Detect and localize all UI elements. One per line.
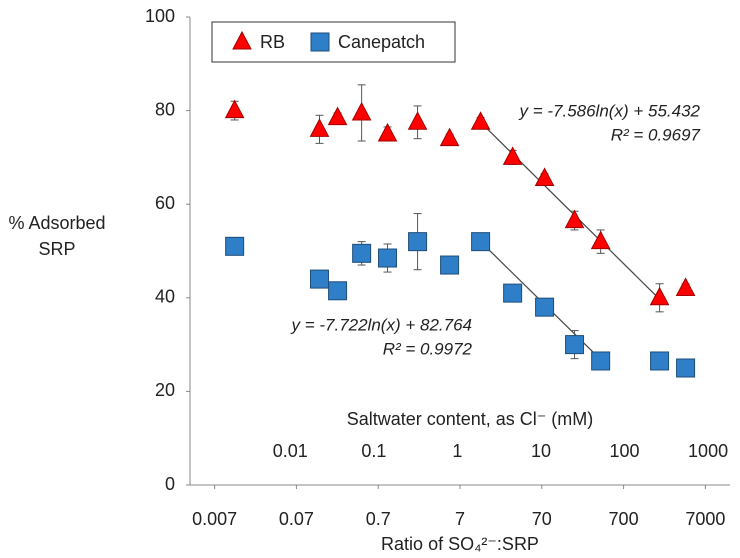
trend-equation: y = -7.586ln(x) + 55.432: [518, 101, 700, 120]
x2-tick-label: 0.1: [361, 441, 386, 461]
square-marker: [650, 351, 670, 371]
x-axis-title: Ratio of SO₄²⁻:SRP: [381, 534, 539, 554]
square-marker: [503, 283, 523, 303]
x-tick-label: 0.7: [366, 509, 391, 529]
y-tick-label: 20: [155, 380, 175, 400]
trend-equation: y = -7.722ln(x) + 82.764: [290, 315, 472, 334]
triangle-marker: [502, 146, 523, 165]
triangle-marker: [534, 167, 555, 186]
square-marker: [378, 248, 398, 268]
triangle-marker: [224, 99, 245, 119]
y-tick-label: 100: [145, 6, 175, 26]
triangle-marker: [351, 101, 372, 121]
triangle-marker: [309, 118, 330, 137]
x2-axis-title: Saltwater content, as Cl⁻ (mM): [347, 409, 594, 429]
trend-r2: R² = 0.9972: [383, 339, 473, 358]
y-tick-label: 80: [155, 99, 175, 119]
triangle-marker: [327, 106, 348, 126]
trend-r2: R² = 0.9697: [611, 125, 701, 144]
triangle-marker: [470, 111, 491, 130]
square-marker: [535, 297, 555, 317]
triangle-marker: [564, 209, 585, 229]
y-axis-title: % Adsorbed SRP: [8, 213, 106, 259]
triangle-marker: [377, 122, 398, 142]
square-marker: [591, 351, 611, 371]
triangle-marker: [439, 127, 460, 147]
square-marker: [408, 232, 428, 252]
square-marker: [310, 32, 330, 52]
trend-line: [480, 121, 660, 300]
legend-box: [211, 21, 456, 63]
square-marker: [309, 269, 329, 289]
square-marker: [225, 236, 245, 256]
x2-tick-label: 100: [609, 441, 639, 461]
legend-label: Canepatch: [338, 32, 425, 52]
y-tick-label: 60: [155, 193, 175, 213]
x-tick-label: 7000: [685, 509, 725, 529]
x2-tick-label: 1: [452, 441, 462, 461]
x-tick-label: 7: [455, 509, 465, 529]
square-marker: [471, 232, 491, 252]
y-tick-label: 40: [155, 287, 175, 307]
triangle-marker: [590, 230, 611, 250]
x2-tick-label: 1000: [688, 441, 728, 461]
y-tick-label: 0: [165, 474, 175, 494]
x-tick-label: 70: [532, 509, 552, 529]
square-marker: [328, 281, 348, 301]
triangle-marker: [232, 30, 252, 50]
legend-label: RB: [260, 32, 285, 52]
square-marker: [352, 243, 372, 263]
triangle-marker: [675, 277, 696, 296]
x2-tick-label: 10: [531, 441, 551, 461]
square-marker: [676, 358, 696, 378]
triangle-marker: [649, 286, 670, 306]
x-tick-label: 700: [609, 509, 639, 529]
x-tick-label: 0.07: [279, 509, 314, 529]
x2-tick-label: 0.01: [273, 441, 308, 461]
square-marker: [565, 335, 585, 355]
square-marker: [440, 255, 460, 275]
x-tick-label: 0.007: [192, 509, 237, 529]
triangle-marker: [407, 111, 428, 130]
